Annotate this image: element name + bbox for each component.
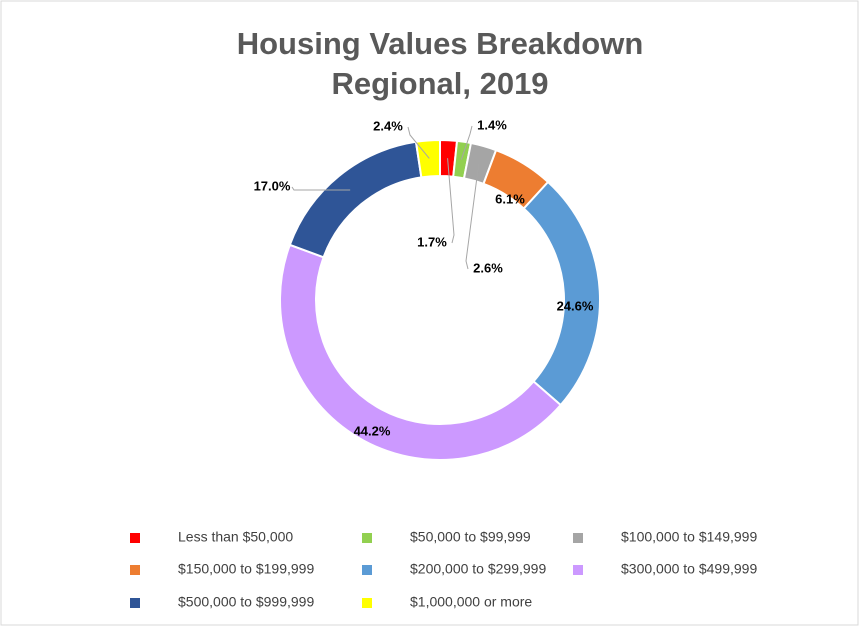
legend-label: Less than $50,000 bbox=[178, 529, 293, 545]
leader-line bbox=[291, 186, 351, 191]
legend-label: $200,000 to $299,999 bbox=[410, 561, 546, 577]
legend-swatch bbox=[362, 533, 372, 543]
data-label: 24.6% bbox=[557, 298, 594, 313]
legend-label: $50,000 to $99,999 bbox=[410, 529, 531, 545]
legend-swatch bbox=[130, 598, 140, 608]
leader-line bbox=[447, 158, 455, 244]
data-label: 6.1% bbox=[495, 191, 525, 206]
chart-title: Housing Values Breakdown bbox=[237, 26, 644, 61]
data-label: 2.4% bbox=[373, 118, 403, 133]
legend-swatch bbox=[130, 533, 140, 543]
legend-swatch bbox=[362, 565, 372, 575]
data-label: 2.6% bbox=[473, 260, 503, 275]
donut-slice bbox=[414, 138, 441, 179]
legend-label: $500,000 to $999,999 bbox=[178, 594, 314, 610]
leader-line bbox=[465, 163, 480, 270]
leader-line bbox=[407, 126, 430, 159]
legend-swatch bbox=[130, 565, 140, 575]
chart-subtitle: Regional, 2019 bbox=[331, 66, 548, 101]
leader-line bbox=[460, 125, 473, 160]
legend-label: $1,000,000 or more bbox=[410, 594, 532, 610]
donut-slice bbox=[279, 243, 563, 461]
legend-label: $100,000 to $149,999 bbox=[621, 529, 757, 545]
legend-swatch bbox=[362, 598, 372, 608]
legend-swatch bbox=[573, 533, 583, 543]
data-label: 17.0% bbox=[254, 178, 291, 193]
legend-label: $150,000 to $199,999 bbox=[178, 561, 314, 577]
legend-swatch bbox=[573, 565, 583, 575]
data-label: 1.4% bbox=[477, 117, 507, 132]
data-label: 1.7% bbox=[417, 234, 447, 249]
legend-label: $300,000 to $499,999 bbox=[621, 561, 757, 577]
data-label: 44.2% bbox=[354, 423, 391, 438]
